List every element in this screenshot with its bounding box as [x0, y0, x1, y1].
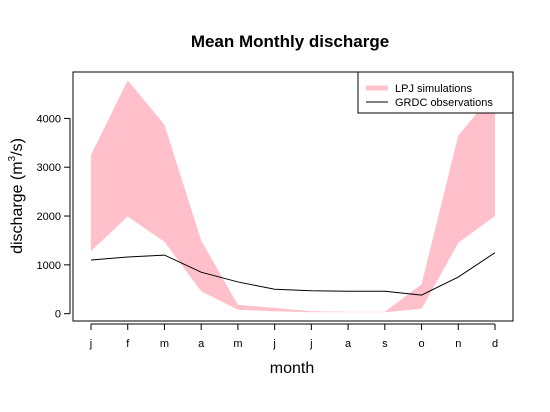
x-tick-label: a — [198, 338, 205, 350]
x-tick-label: f — [126, 338, 130, 350]
grdc-line-layer — [90, 252, 496, 296]
x-tick-label: a — [345, 338, 352, 350]
y-axis-label-prefix: discharge (m — [9, 161, 26, 253]
grdc-observations-line — [90, 252, 496, 296]
x-tick-label: m — [233, 338, 242, 350]
lpj-band-layer — [91, 80, 495, 313]
x-tick-label: d — [492, 338, 498, 350]
x-tick-label: j — [309, 338, 312, 350]
y-tick-label: 2000 — [37, 211, 61, 223]
plot-frame — [72, 71, 514, 322]
x-tick-label: n — [455, 338, 461, 350]
x-axis-label: month — [270, 360, 314, 377]
y-axis-label: discharge (m3/s) — [7, 138, 26, 254]
x-tick-label: o — [418, 338, 424, 350]
x-tick-label: m — [160, 338, 169, 350]
y-axis-label-suffix: /s) — [9, 138, 26, 156]
y-axis-label-superscript: 3 — [7, 155, 18, 161]
x-tick-label: j — [89, 338, 92, 350]
y-tick-label: 1000 — [37, 260, 61, 272]
legend-box — [357, 71, 514, 114]
y-axis: 0 1000 2000 3000 4000 — [37, 113, 71, 321]
x-tick-label: j — [272, 338, 275, 350]
x-tick-label: s — [382, 338, 388, 350]
lpj-simulations-band — [91, 80, 495, 313]
legend-label-lpj: LPJ simulations — [395, 83, 473, 95]
legend-label-grdc: GRDC observations — [395, 97, 493, 109]
legend: LPJ simulations GRDC observations — [357, 71, 514, 114]
chart-title: Mean Monthly discharge — [191, 32, 389, 51]
y-tick-label: 0 — [55, 309, 61, 321]
y-tick-label: 4000 — [37, 113, 61, 125]
y-tick-label: 3000 — [37, 162, 61, 174]
